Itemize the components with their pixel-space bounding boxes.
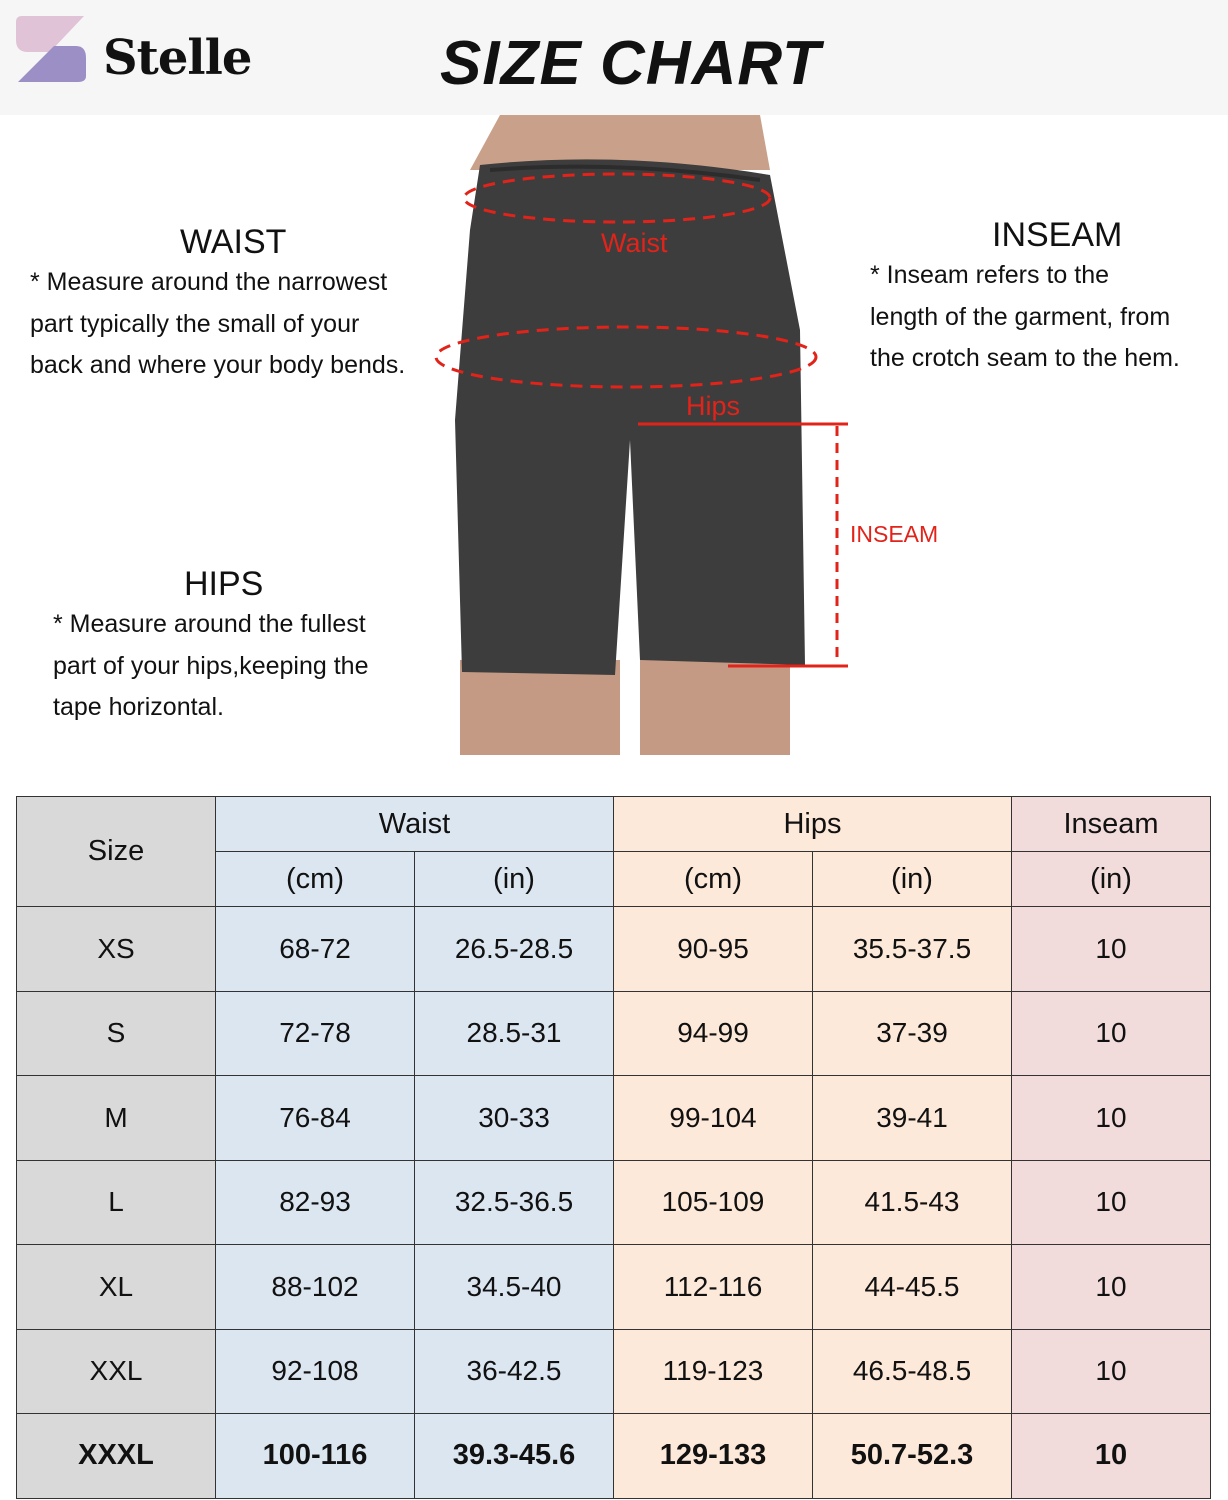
value-cell: 129-133 [613,1413,813,1499]
value-cell: 82-93 [215,1159,415,1245]
inseam-line: * Inseam refers to the [870,261,1110,289]
value-cell: 50.7-52.3 [812,1413,1012,1499]
table-row: XL 88-102 34.5-40 112-116 44-45.5 10 [16,1244,1211,1330]
size-cell: M [16,1075,216,1161]
waist-line: * Measure around the narrowest [30,268,388,296]
table-row: XXXL 100-116 39.3-45.6 129-133 50.7-52.3 10 [16,1413,1211,1499]
value-cell: 36-42.5 [414,1328,614,1414]
value-cell: 10 [1011,1244,1211,1330]
inseam-marker-label: INSEAM [850,521,939,547]
table-row: XS 68-72 26.5-28.5 90-95 35.5-37.5 10 [16,906,1211,992]
table-row: S 72-78 28.5-31 94-99 37-39 10 [16,990,1211,1076]
waist-header: Waist [215,796,614,852]
value-cell: 100-116 [215,1413,415,1499]
table-row: XXL 92-108 36-42.5 119-123 46.5-48.5 10 [16,1328,1211,1414]
value-cell: 41.5-43 [812,1159,1012,1245]
value-cell: 34.5-40 [414,1244,614,1330]
hips-header: Hips [613,796,1012,852]
hips-line: part of your hips,keeping the [53,651,369,680]
size-header: Size [16,796,216,907]
value-cell: 10 [1011,1075,1211,1161]
waist-heading: WAIST [180,223,287,261]
waist-line: part typically the small of your [30,309,360,338]
unit-header: (cm) [215,851,415,907]
inseam-instructions: INSEAM * Inseam refers to the length of … [870,215,1180,380]
value-cell: 10 [1011,990,1211,1076]
value-cell: 92-108 [215,1328,415,1414]
size-cell: S [16,990,216,1076]
shorts-photo [434,115,848,755]
waist-instructions: WAIST * Measure around the narrowest par… [30,222,405,387]
hips-instructions: HIPS * Measure around the fullest part o… [53,564,368,729]
value-cell: 37-39 [812,990,1012,1076]
value-cell: 76-84 [215,1075,415,1161]
value-cell: 68-72 [215,906,415,992]
inseam-header: Inseam [1011,796,1211,852]
value-cell: 10 [1011,1328,1211,1414]
stelle-logo-icon [16,16,86,82]
size-table: Size Waist Hips Inseam (cm) (in) (cm) (i… [16,796,1211,1499]
size-cell: XL [16,1244,216,1330]
value-cell: 99-104 [613,1075,813,1161]
value-cell: 72-78 [215,990,415,1076]
value-cell: 28.5-31 [414,990,614,1076]
hips-heading: HIPS [184,565,264,603]
table-row: M 76-84 30-33 99-104 39-41 10 [16,1075,1211,1161]
brand-name: Stelle [103,30,252,86]
unit-header: (in) [414,851,614,907]
hips-marker-label: Hips [686,391,741,421]
hips-line: * Measure around the fullest [53,610,366,638]
size-cell: XXL [16,1328,216,1414]
value-cell: 44-45.5 [812,1244,1012,1330]
value-cell: 10 [1011,1159,1211,1245]
inseam-line: length of the garment, from [870,302,1171,331]
page-title: SIZE CHART [440,29,821,98]
value-cell: 10 [1011,906,1211,992]
unit-header: (in) [1011,851,1211,907]
value-cell: 32.5-36.5 [414,1159,614,1245]
hips-line: tape horizontal. [53,693,224,721]
value-cell: 105-109 [613,1159,813,1245]
waist-marker-label: Waist [601,228,668,258]
header-bar [0,0,1228,115]
value-cell: 39.3-45.6 [414,1413,614,1499]
size-cell: L [16,1159,216,1245]
value-cell: 119-123 [613,1328,813,1414]
unit-header: (cm) [613,851,813,907]
unit-header: (in) [812,851,1012,907]
value-cell: 30-33 [414,1075,614,1161]
value-cell: 112-116 [613,1244,813,1330]
value-cell: 90-95 [613,906,813,992]
inseam-line: the crotch seam to the hem. [870,344,1180,372]
value-cell: 26.5-28.5 [414,906,614,992]
value-cell: 35.5-37.5 [812,906,1012,992]
table-row: L 82-93 32.5-36.5 105-109 41.5-43 10 [16,1159,1211,1245]
value-cell: 39-41 [812,1075,1012,1161]
size-cell: XXXL [16,1413,216,1499]
value-cell: 94-99 [613,990,813,1076]
inseam-heading: INSEAM [992,216,1123,254]
size-cell: XS [16,906,216,992]
value-cell: 46.5-48.5 [812,1328,1012,1414]
value-cell: 10 [1011,1413,1211,1499]
waist-line: back and where your body bends. [30,351,406,379]
value-cell: 88-102 [215,1244,415,1330]
